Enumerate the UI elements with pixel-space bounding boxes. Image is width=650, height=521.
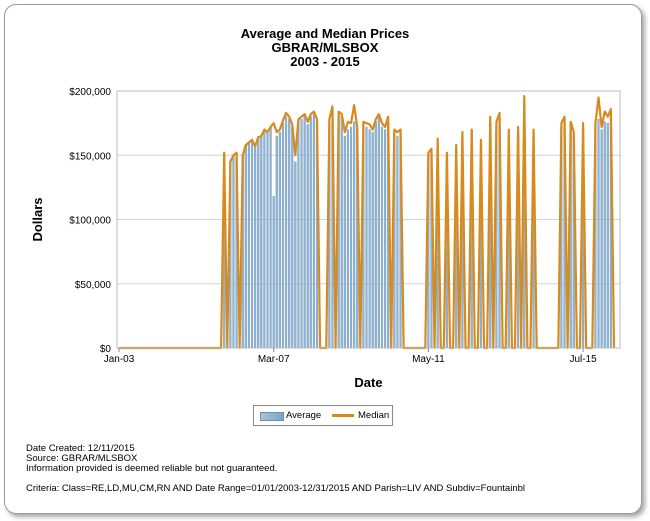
average-bar: [340, 116, 343, 349]
average-bar: [600, 129, 603, 349]
average-bar: [275, 135, 278, 349]
average-bar: [309, 116, 312, 349]
x-tick-label: Jan-03: [104, 354, 135, 365]
average-bar: [346, 129, 350, 349]
average-bar: [606, 122, 609, 349]
average-bar: [371, 131, 374, 349]
average-bar: [281, 122, 285, 349]
average-bar: [396, 135, 399, 349]
average-bar: [250, 139, 254, 349]
y-axis-label: Dollars: [30, 197, 45, 241]
grid-lines: [117, 90, 620, 349]
y-tick-label: $200,000: [69, 87, 111, 98]
legend-average-label: Average: [286, 410, 322, 421]
average-bar: [297, 121, 300, 349]
average-bar: [247, 142, 251, 349]
chart-subtitle-years: 2003 - 2015: [290, 54, 360, 69]
average-bar: [312, 113, 315, 349]
chart-legend: Average Median: [253, 405, 393, 426]
average-bar: [266, 131, 269, 349]
legend-median-swatch: [332, 414, 354, 417]
y-tick-label: $150,000: [69, 151, 111, 162]
average-bar: [232, 155, 235, 349]
average-bar: [272, 196, 275, 349]
average-bar: [377, 116, 380, 349]
average-bar: [380, 126, 384, 349]
plot-border: [116, 90, 621, 349]
x-tick-labels: Jan-03 Mar-07 May-11 Jul-15: [104, 348, 597, 365]
average-bar: [368, 129, 371, 349]
average-bar: [291, 126, 294, 349]
legend-average-swatch: [260, 412, 284, 421]
average-bar: [383, 129, 387, 349]
average-bar: [260, 135, 263, 349]
average-bars: [223, 113, 612, 349]
x-tick-label: Mar-07: [258, 354, 290, 365]
average-bar: [303, 116, 306, 349]
average-bar: [284, 116, 288, 349]
x-tick-label: Jul-15: [569, 354, 597, 365]
average-bar: [263, 129, 266, 349]
chart-title: Average and Median Prices: [240, 26, 410, 41]
footer-date-created: Date Created: 12/11/2015: [26, 443, 135, 454]
footer-source: Source: GBRAR/MLSBOX: [26, 453, 138, 464]
y-tick-labels: $0 $50,000 $100,000 $150,000 $200,000: [69, 87, 111, 355]
y-tick-label: $50,000: [75, 280, 112, 291]
average-bar: [365, 126, 368, 349]
legend-median-label: Median: [358, 410, 390, 421]
x-axis-label: Date: [354, 375, 382, 390]
average-bar: [597, 119, 600, 349]
average-bar: [374, 121, 377, 349]
average-bar: [294, 161, 297, 349]
average-bar: [343, 135, 346, 349]
y-tick-label: $100,000: [69, 216, 111, 227]
average-bar: [300, 119, 303, 349]
average-bar: [603, 121, 606, 349]
chart-plot: $0 $50,000 $100,000 $150,000 $200,000 Jan-03…: [30, 87, 621, 390]
average-bar: [353, 121, 356, 349]
footer-criteria: Criteria: Class=RE,LD,MU,CM,RN AND Date …: [26, 483, 526, 494]
average-bar: [306, 124, 309, 349]
chart-subtitle-source: GBRAR/MLSBOX: [271, 40, 379, 55]
average-bar: [244, 144, 247, 349]
average-bar: [349, 126, 353, 349]
average-bar: [257, 137, 260, 349]
footer-disclaimer: Information provided is deemed reliable …: [26, 463, 278, 474]
y-tick-label: $0: [100, 344, 112, 355]
x-tick-label: May-11: [412, 354, 445, 365]
average-bar: [278, 131, 281, 349]
average-bar: [288, 119, 291, 349]
average-bar: [254, 146, 257, 349]
average-bar: [269, 126, 272, 349]
